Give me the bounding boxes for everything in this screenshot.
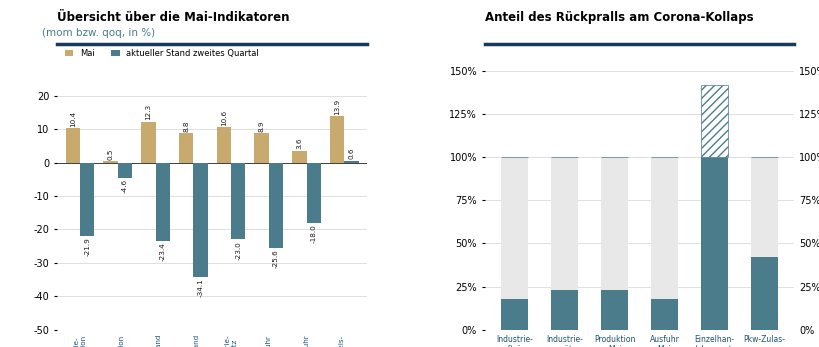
- Text: 13.9: 13.9: [334, 99, 340, 115]
- Bar: [501, 157, 528, 299]
- Bar: [103, 161, 118, 163]
- Bar: [118, 163, 132, 178]
- Text: -18.0: -18.0: [310, 224, 317, 243]
- Text: 0.5: 0.5: [107, 148, 114, 160]
- Text: 0.6: 0.6: [349, 148, 355, 159]
- Bar: [179, 133, 193, 163]
- Legend: Mai, aktueller Stand zweites Quartal: Mai, aktueller Stand zweites Quartal: [61, 45, 262, 61]
- Text: -23.0: -23.0: [235, 241, 242, 260]
- Text: -34.1: -34.1: [197, 278, 203, 297]
- Text: -23.4: -23.4: [160, 242, 165, 261]
- Bar: [269, 163, 283, 248]
- Bar: [66, 128, 80, 163]
- Bar: [231, 163, 246, 239]
- Bar: [292, 151, 306, 163]
- Bar: [751, 157, 778, 257]
- Text: Übersicht über die Mai-Indikatoren: Übersicht über die Mai-Indikatoren: [57, 11, 290, 24]
- Bar: [156, 163, 170, 241]
- Bar: [751, 257, 778, 330]
- Text: 10.4: 10.4: [70, 110, 76, 127]
- Bar: [551, 157, 578, 290]
- Bar: [501, 299, 528, 330]
- Bar: [217, 127, 231, 163]
- Text: -25.6: -25.6: [273, 249, 279, 268]
- Text: -4.6: -4.6: [122, 179, 128, 194]
- Bar: [551, 290, 578, 330]
- Bar: [344, 161, 359, 163]
- Bar: [601, 157, 628, 290]
- Text: Anteil des Rückpralls am Corona-Kollaps: Anteil des Rückpralls am Corona-Kollaps: [485, 11, 753, 24]
- Bar: [193, 163, 208, 277]
- Bar: [651, 299, 678, 330]
- Bar: [701, 85, 728, 157]
- Bar: [80, 163, 94, 236]
- Bar: [141, 121, 156, 163]
- Text: 10.6: 10.6: [221, 110, 227, 126]
- Text: 3.6: 3.6: [296, 138, 302, 149]
- Text: 12.3: 12.3: [145, 104, 152, 120]
- Bar: [651, 157, 678, 299]
- Text: -21.9: -21.9: [84, 237, 90, 256]
- Text: 8.8: 8.8: [183, 120, 189, 132]
- Bar: [255, 133, 269, 163]
- Bar: [701, 157, 728, 330]
- Bar: [330, 116, 344, 163]
- Bar: [306, 163, 321, 223]
- Text: 8.9: 8.9: [259, 120, 265, 132]
- Text: (mom bzw. qoq, in %): (mom bzw. qoq, in %): [42, 28, 155, 38]
- Bar: [601, 290, 628, 330]
